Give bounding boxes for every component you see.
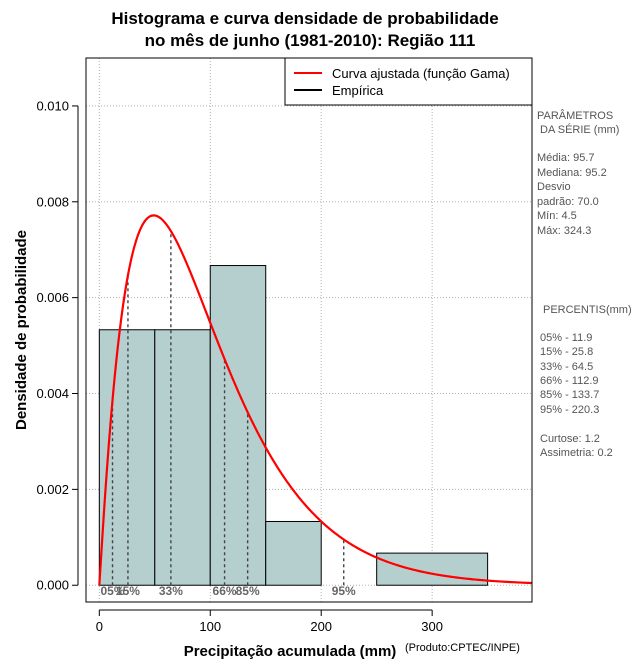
param-median: Mediana: 95.2	[537, 167, 607, 179]
credit-text: (Produto:CPTEC/INPE)	[405, 642, 520, 654]
gamma-fit-curve	[98, 214, 533, 586]
percentile-95: 95% - 220.3	[540, 404, 599, 416]
histogram-bar-1	[154, 329, 211, 586]
params-title: PARÂMETROS	[537, 109, 613, 122]
y-axis-title: Densidade de probabilidade	[13, 230, 30, 430]
y-axis: 0.000 0.002 0.004 0.006 0.008 0.010	[36, 98, 79, 593]
histogram-bars	[98, 265, 489, 586]
y-tick-label-0: 0.000	[36, 578, 69, 593]
chart-title-line2: no mês de junho (1981-2010): Região 111	[145, 31, 476, 50]
skewness: Assimetria: 0.2	[540, 447, 613, 459]
y-tick-label-4: 0.008	[36, 194, 69, 209]
percentile-label-95: 95%	[332, 584, 356, 598]
kurtosis: Curtose: 1.2	[540, 433, 600, 445]
y-tick-label-1: 0.002	[36, 482, 69, 497]
percentiles-title: PERCENTIS(mm)	[543, 304, 632, 316]
x-tick-label-2: 200	[310, 619, 332, 634]
percentile-label-05: 05%	[101, 584, 125, 598]
histogram-bar-3	[265, 520, 322, 586]
y-tick-label-3: 0.006	[36, 290, 69, 305]
percentile-label-15: 15%	[116, 584, 140, 598]
x-axis-title: Precipitação acumulada (mm)	[184, 643, 397, 660]
y-tick-label-2: 0.004	[36, 386, 69, 401]
param-max: Máx: 324.3	[537, 225, 591, 237]
percentile-label-85: 85%	[236, 584, 260, 598]
x-tick-label-1: 100	[199, 619, 221, 634]
legend-label-empirical: Empírica	[332, 83, 384, 98]
histogram-bar-5	[376, 552, 489, 586]
x-tick-label-0: 0	[96, 619, 103, 634]
chart-title-line1: Histograma e curva densidade de probabil…	[111, 9, 498, 28]
percentile-05: 05% - 11.9	[540, 332, 592, 344]
legend-box	[284, 57, 533, 106]
percentile-markers: 05%15% 33% 66% 85% 95%	[101, 231, 356, 598]
y-tick-label-5: 0.010	[36, 98, 69, 113]
legend-label-curve: Curva ajustada (função Gama)	[332, 66, 510, 81]
percentile-label-66: 66%	[213, 584, 237, 598]
param-mean: Média: 95.7	[537, 152, 594, 164]
percentiles-panel: PERCENTIS(mm) 05% - 11.9 15% - 25.8 33% …	[540, 304, 632, 459]
legend: Curva ajustada (função Gama) Empírica	[284, 57, 533, 106]
percentile-33: 33% - 64.5	[540, 361, 593, 373]
histogram-bar-2	[209, 265, 267, 586]
percentile-15: 15% - 25.8	[540, 346, 593, 358]
percentile-66: 66% - 112.9	[540, 375, 599, 387]
x-axis: 0 100 200 300	[96, 609, 443, 634]
params-subtitle: DA SÉRIE (mm)	[540, 123, 619, 136]
param-stddev-label: Desvio	[537, 181, 571, 193]
x-tick-label-3: 300	[421, 619, 443, 634]
percentile-label-33: 33%	[159, 584, 183, 598]
param-stddev-value: padrão: 70.0	[537, 196, 599, 208]
percentile-85: 85% - 133.7	[540, 389, 599, 401]
param-min: Mín: 4.5	[537, 210, 577, 222]
parameters-panel: PARÂMETROS DA SÉRIE (mm) Média: 95.7 Med…	[537, 109, 619, 237]
